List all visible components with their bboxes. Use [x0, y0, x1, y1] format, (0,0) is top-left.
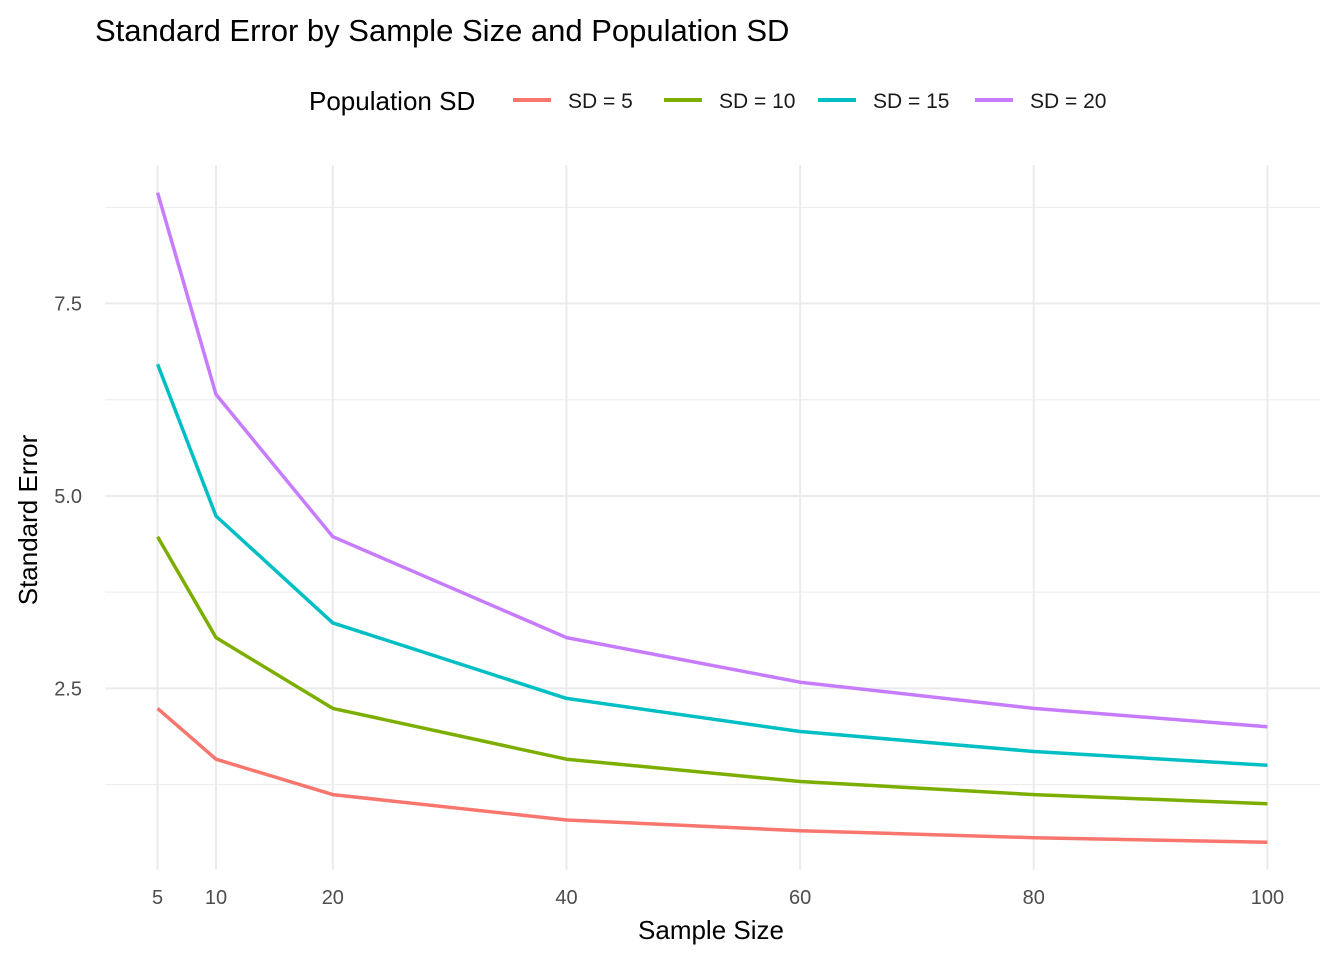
legend-label: SD = 10 — [719, 90, 795, 113]
y-tick-label: 5.0 — [54, 486, 82, 508]
series-line — [155, 363, 1268, 768]
legend-label: SD = 20 — [1030, 90, 1106, 113]
x-axis-label: Sample Size — [638, 915, 784, 945]
y-axis-label: Standard Error — [13, 434, 43, 605]
legend-label: SD = 5 — [568, 90, 633, 113]
y-axis-ticks: 2.5 5.0 7.5 — [54, 294, 82, 701]
x-axis-ticks: 5 10 20 40 60 80 100 — [152, 887, 1284, 909]
x-tick-label: 100 — [1251, 887, 1284, 909]
x-tick-label: 60 — [789, 887, 811, 909]
y-tick-label: 7.5 — [54, 294, 82, 316]
series-line — [156, 535, 1268, 806]
y-tick-label: 2.5 — [54, 678, 82, 700]
legend: Population SD SD = 5 SD = 10 SD = 15 SD = 2… — [309, 86, 1106, 116]
series-line — [155, 192, 1268, 729]
chart-title: Standard Error by Sample Size and Popula… — [95, 13, 789, 48]
x-tick-label: 5 — [152, 887, 163, 909]
series-layer — [155, 192, 1268, 845]
legend-label: SD = 15 — [873, 90, 949, 113]
legend-title: Population SD — [309, 86, 475, 116]
series-line — [156, 707, 1268, 845]
x-tick-label: 10 — [205, 887, 227, 909]
x-tick-label: 80 — [1023, 887, 1045, 909]
x-tick-label: 40 — [555, 887, 577, 909]
x-tick-label: 20 — [322, 887, 344, 909]
plot-grid — [105, 165, 1320, 870]
